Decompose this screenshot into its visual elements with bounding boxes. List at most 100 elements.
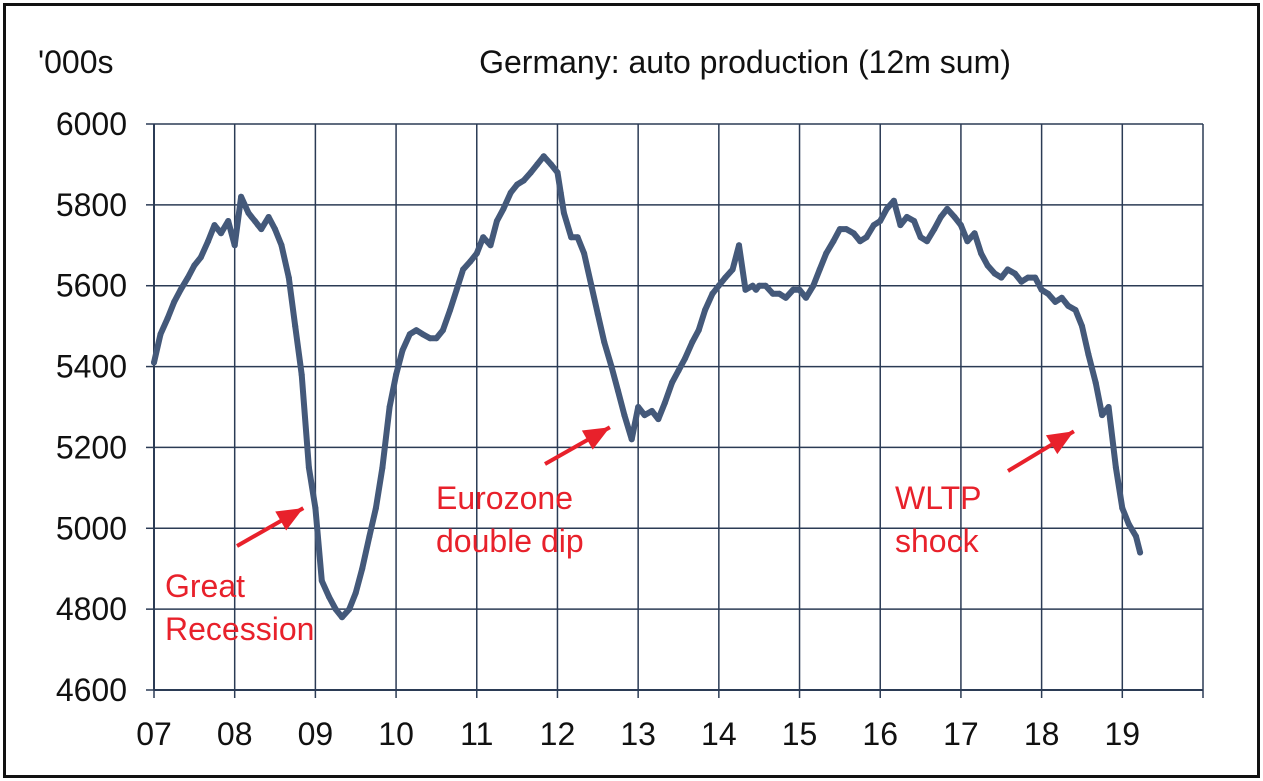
data-point [218,230,224,237]
data-point [211,222,218,229]
data-point [540,153,547,160]
data-point [682,355,688,362]
x-tick-label: 07 [136,716,172,752]
data-point [272,226,278,233]
x-tick-label: 11 [460,716,493,752]
data-point [863,234,870,241]
data-point [648,408,655,414]
data-point [790,286,797,293]
annotation-label: double dip [436,523,584,559]
data-point [245,209,252,216]
annotation-label: WLTP [895,480,982,516]
data-point [527,169,534,176]
data-point [1032,274,1039,281]
annotations: Great Recession Eurozone double dip WLTP shoc… [165,425,1075,647]
x-tick-label: 18 [1024,716,1060,752]
data-point [803,294,809,301]
data-point [870,222,877,229]
data-point [978,250,985,257]
data-point [164,315,171,322]
data-point [1038,286,1045,293]
x-tick-label: 14 [701,716,737,752]
data-point [205,238,212,245]
data-point [157,331,164,338]
data-point [1058,294,1065,301]
x-tick-label: 19 [1105,716,1141,752]
data-point [225,218,232,224]
data-point [184,274,191,281]
data-point [903,214,910,220]
data-point [675,367,682,374]
y-tick-label: 5000 [56,510,127,546]
data-point [971,230,978,237]
data-point [957,222,964,229]
data-point [255,222,262,229]
data-point [1004,266,1011,273]
data-point [339,614,345,621]
data-point [406,331,413,338]
data-point [695,327,702,334]
data-point [298,371,305,378]
data-point [937,214,944,220]
data-point [628,436,635,443]
data-point [689,339,696,346]
data-point [944,205,951,212]
data-point [917,234,924,241]
x-tick-label: 17 [943,716,979,752]
data-point [534,161,541,168]
y-tick-label: 5200 [56,429,127,465]
annotation-label: Great [165,568,245,604]
data-point [265,214,272,220]
data-point [749,282,756,289]
x-tick-label: 10 [378,716,414,752]
data-point [399,347,406,354]
data-point [447,307,454,313]
data-point [911,218,918,224]
data-point [548,161,554,168]
data-point [238,193,245,200]
data-point [924,238,930,245]
data-point [782,294,789,301]
data-point [769,290,776,297]
data-point [823,250,830,257]
data-point [251,218,258,224]
y-tick-label: 4600 [56,672,127,708]
series-line [151,153,1144,621]
data-point [500,205,507,212]
data-point [753,286,759,293]
data-point [1024,274,1031,281]
annotation-label: shock [895,523,980,559]
data-point [560,209,567,216]
data-point [877,218,884,224]
data-point [608,363,615,370]
data-point [581,250,588,257]
data-point [1018,278,1025,285]
data-point [453,286,460,293]
data-point [171,298,178,305]
data-point [709,290,716,297]
data-point [722,274,729,281]
annotation-arrowhead [1045,431,1074,455]
y-tick-label: 5800 [56,187,127,223]
y-axis-ticks: 6000 5800 5600 5400 5200 5000 4800 4600 [56,106,127,708]
data-point [742,286,749,293]
annotation-arrowhead [275,508,304,531]
grid [153,123,1204,691]
data-point [419,331,426,338]
data-point [890,197,897,204]
data-point [1065,302,1072,309]
data-point [1072,307,1079,313]
data-point [393,371,400,378]
x-tick-label: 12 [540,716,576,752]
annotation-arrowhead [581,427,610,450]
data-point [520,177,527,184]
chart-title: Germany: auto production (12m sum) [479,44,1011,80]
data-point [197,254,204,261]
data-point [439,327,446,334]
data-point [493,218,500,224]
y-tick-label: 6000 [56,106,127,142]
data-point [413,327,420,334]
data-point [574,234,581,241]
data-point [669,379,675,386]
data-point [1045,290,1052,297]
